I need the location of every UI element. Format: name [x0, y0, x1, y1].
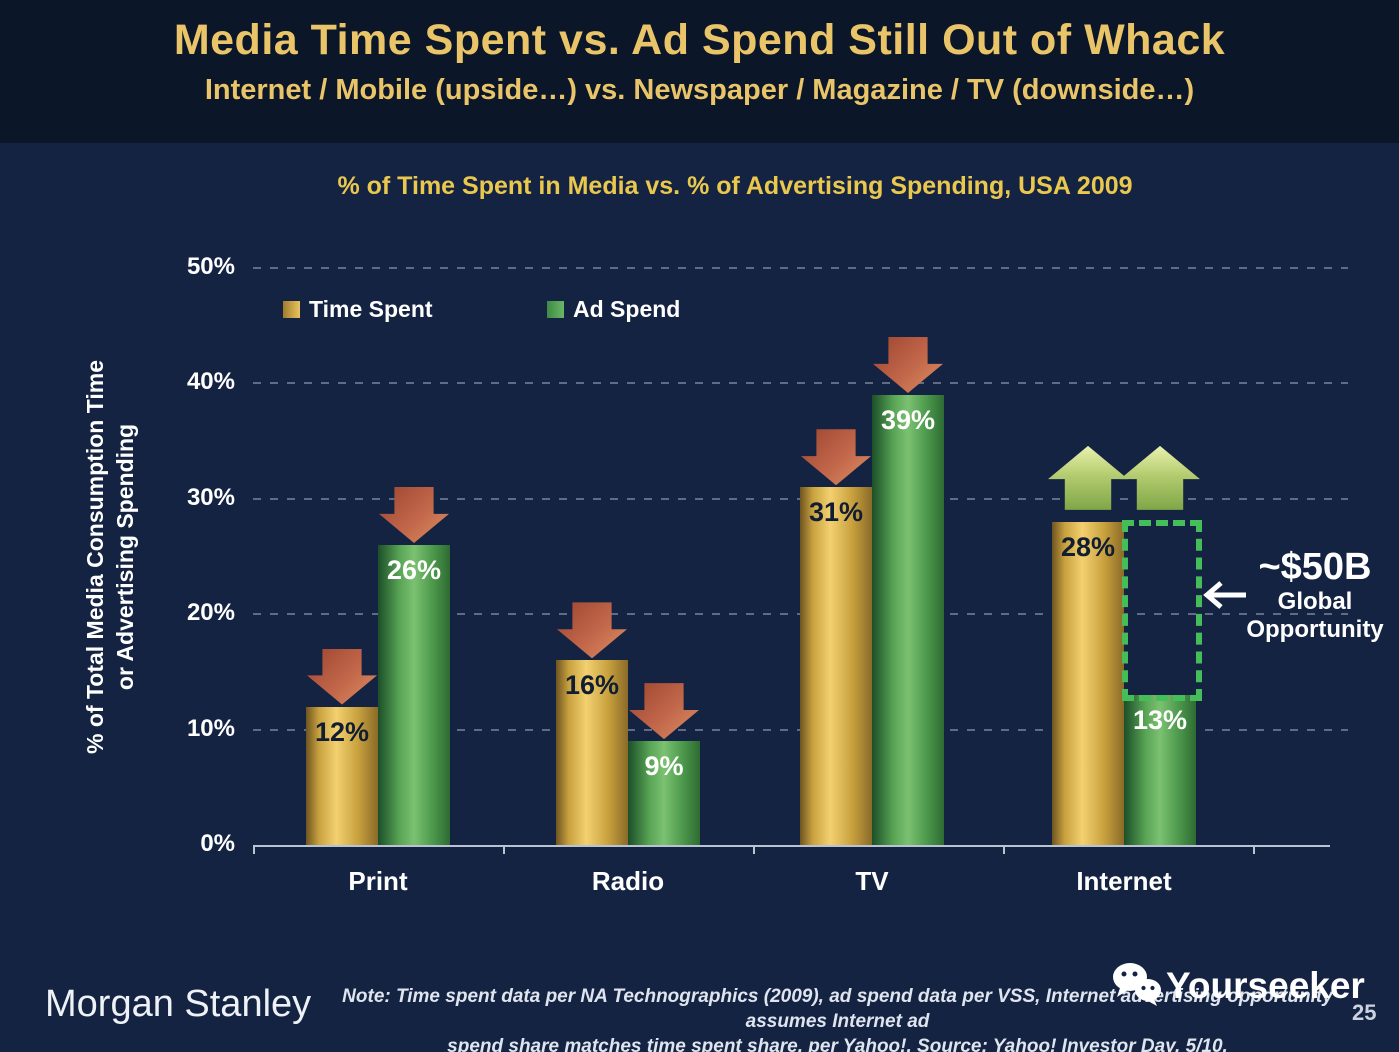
bar-value-label: 28%: [1060, 531, 1116, 562]
gridline: [253, 267, 1348, 269]
source-note-line1: Note: Time spent data per NA Technograph…: [342, 986, 1333, 1032]
bar-value-label: 39%: [880, 404, 936, 435]
down-arrow-icon: [801, 429, 871, 486]
category-label-tv: TV: [855, 866, 889, 896]
legend-label-ad-spend: Ad Spend: [573, 296, 681, 322]
category-label-radio: Radio: [591, 866, 665, 896]
opportunity-dotted-box: [1122, 519, 1202, 701]
watermark: Yourseeker: [1110, 960, 1365, 1011]
down-arrow-icon: [873, 336, 943, 393]
opportunity-line2: Opportunity: [1246, 616, 1384, 643]
bar-time-spent-tv: [800, 487, 872, 845]
y-axis-label-line1: % of Total Media Consumption Time: [82, 360, 108, 754]
legend-label-time-spent: Time Spent: [309, 296, 433, 322]
opportunity-annotation: ~$50B Global Opportunity: [1236, 546, 1394, 644]
slide-subtitle: Internet / Mobile (upside…) vs. Newspape…: [204, 74, 1195, 106]
y-axis-tick-label: 20%: [186, 599, 235, 627]
down-arrow-icon: [379, 486, 449, 543]
bar-ad-spend-radio: [628, 741, 700, 845]
down-arrow-icon: [307, 648, 377, 705]
bar-value-label: 13%: [1132, 704, 1188, 735]
legend-item-time-spent: Time Spent: [283, 296, 433, 323]
category-label-internet: Internet: [1076, 866, 1172, 896]
chart-title: % of Time Spent in Media vs. % of Advert…: [337, 172, 1133, 200]
bar-ad-spend-print: [378, 544, 450, 845]
bar-ad-spend-internet: [1124, 694, 1196, 845]
opportunity-line1: Global: [1277, 588, 1353, 615]
source-note-line2: spend share matches time spent share, pe…: [447, 1036, 1228, 1052]
gridline: [253, 382, 1348, 385]
bar-ad-spend-tv: [872, 394, 944, 845]
y-axis-tick-label: 30%: [186, 483, 235, 511]
bar-value-label: 16%: [564, 670, 620, 701]
bar-value-label: 9%: [644, 751, 684, 782]
x-axis-tick: [753, 845, 755, 854]
bar-value-label: 26%: [386, 554, 442, 585]
legend-swatch-ad-spend: [547, 301, 564, 318]
opportunity-amount: ~$50B: [1258, 546, 1372, 588]
left-arrow-icon: [1202, 580, 1248, 615]
bar-value-label: 31%: [808, 497, 864, 528]
y-axis-label-line2: or Advertising Spending: [112, 423, 138, 691]
y-axis-tick-label: 10%: [186, 714, 235, 742]
bar-time-spent-internet: [1052, 521, 1124, 845]
up-arrow-icon: [1120, 445, 1200, 510]
legend-swatch-time-spent: [283, 301, 300, 318]
y-axis-tick-label: 0%: [200, 830, 235, 857]
bar-time-spent-print: [306, 706, 378, 845]
header-band: [0, 0, 1399, 143]
x-axis-line: [253, 845, 1330, 847]
slide-title: Media Time Spent vs. Ad Spend Still Out …: [173, 16, 1226, 64]
x-axis-tick: [1253, 845, 1255, 854]
morgan-stanley-logo: Morgan Stanley: [45, 983, 312, 1025]
source-note: Note: Time spent data per NA Technograph…: [315, 984, 1360, 1052]
category-label-print: Print: [348, 866, 408, 896]
x-axis-tick: [1003, 845, 1005, 854]
y-axis-tick-label: 50%: [186, 253, 235, 280]
down-arrow-icon: [629, 683, 699, 740]
x-axis-tick: [503, 845, 505, 854]
legend-item-ad-spend: Ad Spend: [547, 296, 680, 323]
y-axis-label: % of Total Media Consumption Time or Adv…: [80, 237, 144, 877]
wechat-icon: [1110, 960, 1162, 1011]
down-arrow-icon: [557, 602, 627, 659]
bar-value-label: 12%: [314, 716, 370, 747]
y-axis-tick-label: 40%: [186, 368, 235, 396]
watermark-text: Yourseeker: [1166, 964, 1365, 1006]
page-number: 25: [1352, 1000, 1377, 1025]
bar-time-spent-radio: [556, 660, 628, 845]
up-arrow-icon: [1048, 445, 1128, 510]
x-axis-tick: [253, 845, 255, 854]
